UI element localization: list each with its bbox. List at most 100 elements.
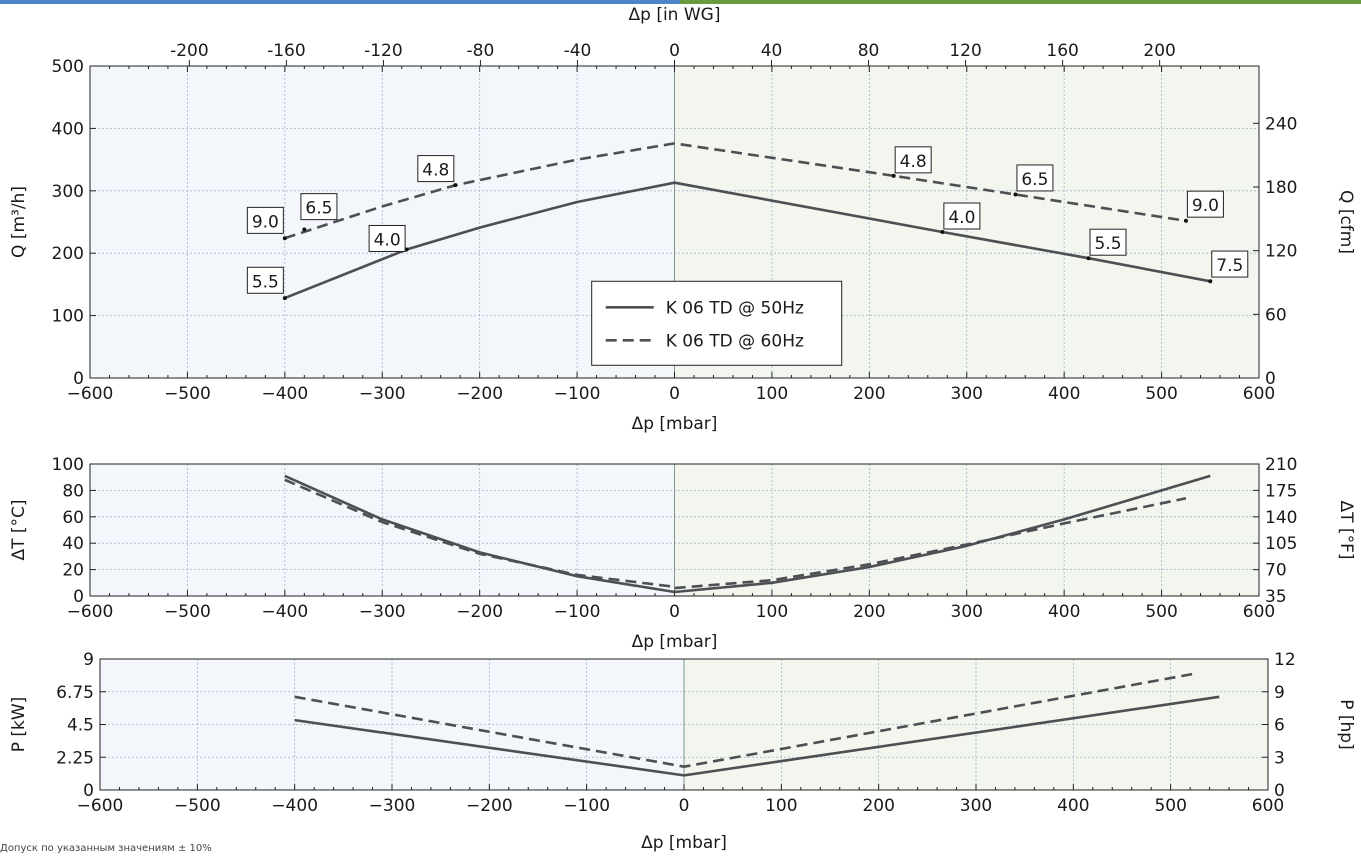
x2-tick-label: -40: [564, 41, 592, 61]
y2-tick-label: 240: [1265, 114, 1297, 134]
series-line-50hz: [294, 695, 1220, 777]
x-tick-label: −200: [466, 796, 513, 816]
annotation-point: [1013, 192, 1018, 197]
x2-axis-title: Δp [in WG]: [629, 5, 721, 25]
annotation-point: [891, 173, 896, 178]
x-tick-label: 100: [756, 602, 788, 622]
annotation-label: 7.5: [1216, 256, 1243, 276]
y-tick-label: 4.5: [67, 716, 94, 736]
x-tick-label: 200: [853, 602, 885, 622]
x-tick-label: −300: [359, 602, 406, 622]
x-tick-label: −100: [563, 796, 610, 816]
series-line-60hz: [284, 478, 1187, 590]
annotation-box: [417, 155, 455, 183]
x-tick-label: 500: [1145, 602, 1177, 622]
x-tick-label: −400: [271, 796, 318, 816]
y-tick-label: 60: [62, 508, 84, 528]
x2-tick-label: 120: [949, 41, 981, 61]
y2-tick-label: 105: [1265, 534, 1297, 554]
x-tick-label: 200: [862, 796, 894, 816]
annotation-box: [368, 224, 406, 252]
annotation-box: [1089, 228, 1127, 256]
y-axis-title: ΔT [°C]: [9, 499, 29, 560]
x-tick-label: −500: [164, 602, 211, 622]
y-tick-label: 9: [83, 650, 94, 670]
annotation-label: 9.0: [1192, 196, 1219, 216]
y2-tick-label: 6: [1274, 716, 1285, 736]
annotation-point: [1183, 218, 1188, 223]
x-tick-label: 400: [1048, 602, 1080, 622]
annotation-label: 5.5: [1094, 234, 1121, 254]
x-tick-label: −200: [456, 384, 503, 404]
annotation-point: [302, 227, 307, 232]
y2-tick-label: 0: [1274, 781, 1285, 801]
y-tick-label: 20: [62, 561, 84, 581]
x-tick-label: 0: [669, 384, 680, 404]
y-tick-label: 500: [52, 57, 84, 77]
y-tick-label: 100: [52, 307, 84, 327]
x-tick-label: −600: [67, 602, 114, 622]
y-tick-label: 2.25: [56, 748, 94, 768]
y2-tick-label: 140: [1265, 508, 1297, 528]
x-tick-label: 100: [756, 384, 788, 404]
y2-axis-title: P [hp]: [1336, 699, 1356, 750]
annotation-label: 4.8: [900, 152, 927, 172]
x-tick-label: −100: [554, 384, 601, 404]
y2-axis-title: Q [cfm]: [1336, 190, 1356, 254]
annotation-box: [246, 266, 284, 294]
annotation-box: [1016, 164, 1054, 192]
annotation-box: [943, 202, 981, 230]
annotation-box: [1186, 190, 1224, 218]
power-chart: −600 −500 −400 −300 −200 −100 0 100 200 300 400 500…: [9, 650, 1356, 853]
y-tick-label: 6.75: [56, 683, 94, 703]
annotation-label: 4.0: [948, 208, 975, 228]
x-tick-label: 300: [951, 384, 983, 404]
y2-tick-label: 175: [1265, 481, 1297, 501]
y2-tick-label: 70: [1265, 561, 1287, 581]
series-line-50hz: [284, 181, 1211, 300]
y2-axis-title: ΔT [°F]: [1336, 501, 1356, 560]
y2-tick-label: 60: [1265, 305, 1287, 325]
y2-tick-label: 180: [1265, 178, 1297, 198]
x2-tick-label: -200: [170, 41, 209, 61]
y-axis-title: Q [m³/h]: [9, 186, 29, 258]
y2-tick-label: 0: [1265, 369, 1276, 389]
x-tick-label: 600: [1243, 602, 1275, 622]
x2-tick-label: 200: [1143, 41, 1175, 61]
header-strip-right: [680, 0, 1361, 4]
x-tick-label: 500: [1154, 796, 1186, 816]
legend-label: K 06 TD @ 50Hz: [666, 298, 804, 318]
x2-tick-label: 80: [858, 41, 880, 61]
x2-tick-label: -80: [467, 41, 495, 61]
x-tick-label: −300: [369, 796, 416, 816]
annotation-label: 5.5: [252, 272, 279, 292]
x-tick-label: 400: [1057, 796, 1089, 816]
series-line-60hz: [294, 672, 1196, 769]
header-strip-left: [0, 0, 680, 4]
y2-tick-label: 12: [1274, 650, 1296, 670]
y2-tick-label: 3: [1274, 748, 1285, 768]
annotation-point: [1208, 279, 1213, 284]
y-tick-label: 400: [52, 119, 84, 139]
y2-tick-label: 120: [1265, 242, 1297, 262]
annotation-box: [894, 146, 932, 174]
annotation-label: 6.5: [1021, 170, 1048, 190]
annotation-point: [1086, 256, 1091, 261]
y2-tick-label: 9: [1274, 683, 1285, 703]
y2-tick-label: 210: [1265, 455, 1297, 475]
y-tick-label: 0: [73, 587, 84, 607]
annotation-box: [246, 206, 284, 234]
annotation-label: 9.0: [252, 212, 279, 232]
x-tick-label: −600: [67, 384, 114, 404]
flow-chart: −600 −500 −400 −300 −200 −100 0 100 200 300 400 500…: [9, 5, 1356, 434]
legend-box: [591, 280, 843, 366]
x-tick-label: −400: [261, 602, 308, 622]
y-tick-label: 200: [52, 244, 84, 264]
temperature-chart: −600 −500 −400 −300 −200 −100 0 100 200 300 400 500…: [9, 455, 1356, 652]
annotation-box: [1211, 250, 1249, 278]
x-tick-label: −400: [261, 384, 308, 404]
x-tick-label: 200: [853, 384, 885, 404]
x-tick-label: 600: [1252, 796, 1284, 816]
annotation-point: [940, 229, 945, 234]
